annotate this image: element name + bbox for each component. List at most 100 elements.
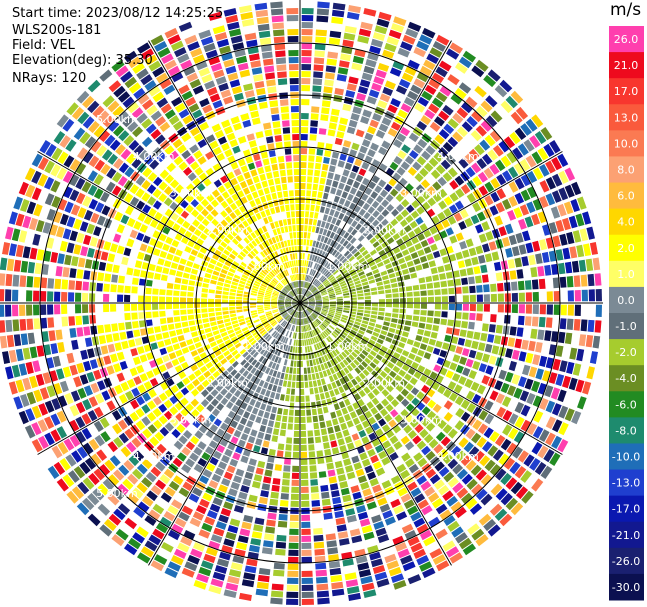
ray-bin <box>425 127 437 138</box>
ray-bin <box>410 511 422 522</box>
ray-bin <box>175 412 185 422</box>
ray-bin <box>569 347 578 360</box>
ray-bin <box>280 263 285 270</box>
ray-bin <box>181 252 190 259</box>
ray-bin <box>301 297 306 302</box>
ray-bin <box>343 565 356 574</box>
ray-bin <box>461 277 468 285</box>
ray-bin <box>317 364 322 372</box>
ray-bin <box>170 40 184 51</box>
ray-bin <box>288 374 292 381</box>
ray-bin <box>347 334 354 341</box>
ray-bin <box>45 449 57 463</box>
ray-bin <box>436 357 445 366</box>
ray-bin <box>149 159 160 170</box>
ray-bin <box>478 513 492 526</box>
ray-bin <box>455 408 465 418</box>
ray-bin <box>255 467 264 475</box>
ray-bin <box>429 474 441 485</box>
ray-bin <box>309 285 314 291</box>
ray-bin <box>292 325 296 332</box>
ray-bin <box>277 342 282 349</box>
ray-bin <box>461 492 473 505</box>
ray-bin <box>393 457 403 467</box>
ray-bin <box>240 485 250 493</box>
ray-bin <box>208 440 218 449</box>
ray-bin <box>348 344 355 351</box>
ray-bin <box>330 323 336 329</box>
ray-bin <box>287 239 291 247</box>
ray-bin <box>426 53 439 64</box>
ray-bin <box>242 220 249 228</box>
ray-bin <box>335 310 342 314</box>
ray-bin <box>216 315 223 321</box>
ray-bin <box>391 288 399 293</box>
ray-bin <box>316 256 321 263</box>
ray-bin <box>517 143 529 156</box>
ray-bin <box>351 326 359 332</box>
ray-bin <box>326 230 332 238</box>
ray-bin <box>216 444 226 454</box>
ray-bin <box>111 274 119 283</box>
ray-bin <box>294 332 297 339</box>
ray-bin <box>307 268 311 275</box>
ray-bin <box>152 318 160 326</box>
ray-bin <box>385 375 393 383</box>
ray-bin <box>326 353 332 360</box>
ray-bin <box>117 294 124 302</box>
ray-bin <box>250 429 258 437</box>
ray-bin <box>337 276 344 281</box>
ray-bin <box>403 424 413 434</box>
ray-bin <box>258 243 265 251</box>
ray-bin <box>228 28 242 37</box>
ray-bin <box>224 260 232 267</box>
ray-bin <box>185 441 196 451</box>
ray-bin <box>210 534 223 544</box>
ray-bin <box>332 418 339 426</box>
ray-bin <box>502 236 511 247</box>
ray-bin <box>510 90 524 104</box>
ray-bin <box>22 215 32 229</box>
ray-bin <box>245 255 252 262</box>
ray-bin <box>482 441 493 453</box>
ray-bin <box>252 422 260 431</box>
ray-bin <box>300 318 303 325</box>
ray-bin <box>455 295 462 303</box>
ray-bin <box>271 192 278 200</box>
ray-bin <box>73 244 82 255</box>
ray-bin <box>495 488 508 501</box>
ray-bin <box>226 342 234 349</box>
ray-bin <box>8 349 17 363</box>
ray-bin <box>397 150 407 160</box>
ray-bin <box>310 277 315 283</box>
ray-bin <box>326 540 337 548</box>
ray-bin <box>184 230 193 239</box>
ray-bin <box>461 473 473 485</box>
ray-bin <box>171 428 181 439</box>
ray-bin <box>153 396 162 406</box>
ray-bin <box>338 401 346 409</box>
ray-bin <box>147 400 157 410</box>
ray-bin <box>101 390 111 401</box>
ray-bin <box>360 260 368 267</box>
ray-bin <box>485 478 498 491</box>
ray-bin <box>250 451 259 460</box>
ray-bin <box>176 144 187 154</box>
ray-bin <box>346 346 353 353</box>
ray-bin <box>507 209 517 221</box>
ray-bin <box>279 319 285 325</box>
ray-bin <box>172 223 181 232</box>
ray-bin <box>145 311 152 319</box>
ray-bin <box>192 487 203 497</box>
ray-bin <box>396 360 404 368</box>
ray-bin <box>201 145 211 154</box>
ray-bin <box>227 575 240 585</box>
ray-bin <box>282 233 287 241</box>
ray-bin <box>223 362 231 369</box>
ray-bin <box>194 314 202 319</box>
ray-bin <box>115 528 129 541</box>
ray-bin <box>264 239 271 247</box>
ray-bin <box>301 500 310 507</box>
ray-bin <box>82 281 89 291</box>
ray-bin <box>235 329 242 335</box>
